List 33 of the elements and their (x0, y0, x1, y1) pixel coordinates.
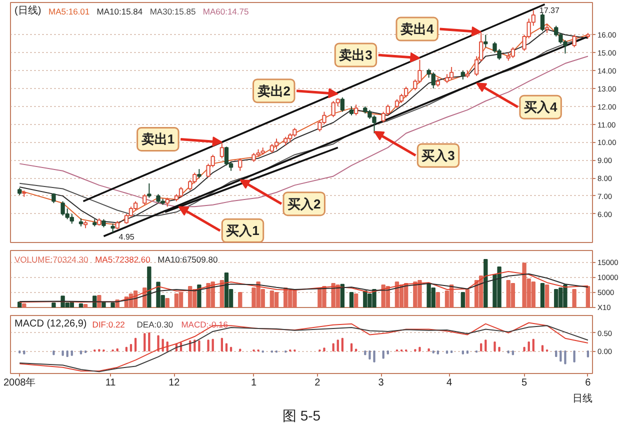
annotation: 买入3 (422, 148, 455, 163)
text: VOLUME:70324.30 (14, 254, 88, 264)
x-tick-label: 6 (585, 378, 592, 388)
text: DIF:0.22 (92, 320, 126, 330)
annotation: 卖出4 (400, 22, 434, 37)
text: DEA:0.30 (136, 320, 174, 330)
text: MA60:14.75 (202, 6, 249, 16)
annotation: 17.37 (539, 6, 560, 16)
x-tick-label: 2008年 (3, 376, 36, 388)
text: MA10:15.84 (96, 6, 143, 16)
annotation: 卖出3 (339, 48, 372, 63)
annotation: 卖出2 (257, 83, 290, 98)
x-tick-label: 5 (522, 378, 528, 388)
annotation: 买入2 (288, 196, 321, 212)
x-tick-label: 11 (105, 378, 116, 388)
chart-title: MACD (12,26,9) (14, 318, 87, 330)
x-tick-label: 1 (250, 378, 257, 388)
x-tick-label: 2 (314, 378, 321, 388)
annotation: 4.95 (118, 232, 135, 242)
x-tick-label: 3 (378, 378, 384, 388)
text: MA5:16.01 (48, 6, 90, 16)
series-label: MACD:-0.16 (181, 320, 228, 330)
annotation: 买入4 (524, 100, 558, 115)
annotation: 买入1 (226, 223, 260, 238)
x-tick-label: 12 (168, 378, 180, 388)
caption: 图 5-5 (282, 408, 321, 424)
annotation: 卖出1 (141, 132, 175, 147)
chart-title: (日线) (14, 4, 42, 16)
x-axis-title: 日线 (572, 392, 592, 404)
text: MA30:15.85 (150, 6, 196, 16)
text: MA5:72382.60 (95, 254, 151, 264)
x-tick-label: 4 (446, 378, 452, 388)
text: MA10:67509.80 (158, 254, 218, 264)
